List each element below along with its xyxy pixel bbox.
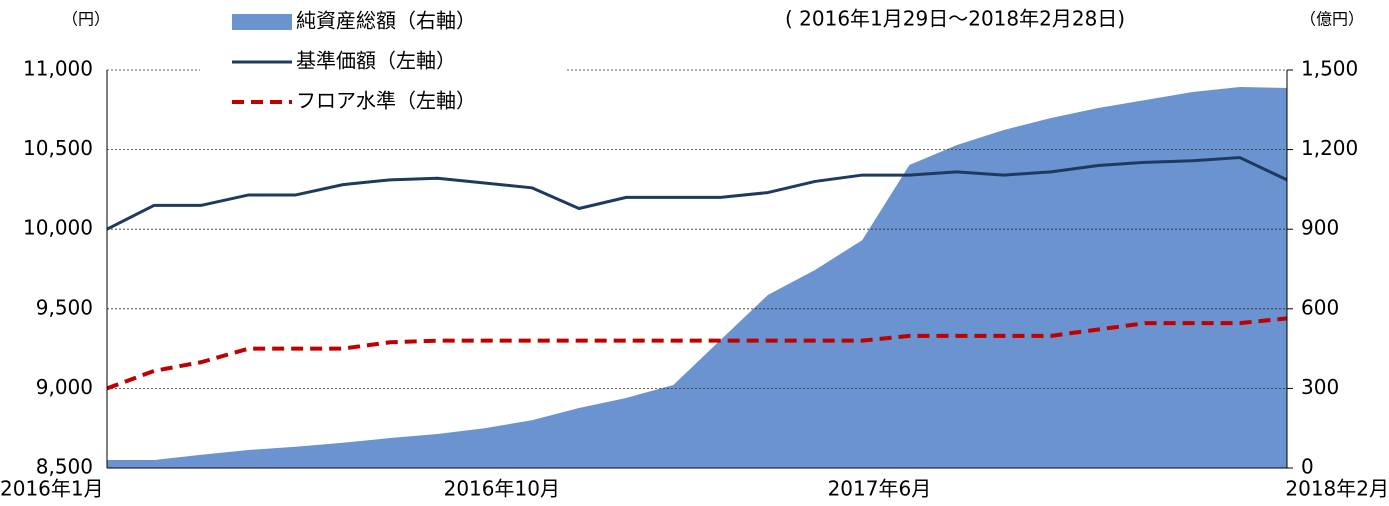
y-tick-label: 9,500 — [36, 295, 93, 319]
x-tick-label: 2016年1月 — [0, 477, 104, 501]
y2-tick-label: 300 — [1301, 375, 1339, 399]
y-tick-label: 10,000 — [23, 216, 93, 240]
y-tick-label: 9,000 — [36, 375, 93, 399]
x-tick-label: 2018年2月 — [1285, 477, 1389, 501]
legend-swatch — [232, 14, 292, 30]
legend-label: 純資産総額（右軸） — [296, 9, 476, 33]
legend-label: 基準価額（左軸） — [296, 49, 456, 73]
y-tick-label: 10,500 — [23, 136, 93, 160]
y2-tick-label: 1,200 — [1301, 136, 1358, 160]
legend-label: フロア水準（左軸） — [296, 89, 476, 113]
y2-tick-label: 600 — [1301, 295, 1339, 319]
y2-tick-label: 900 — [1301, 216, 1339, 240]
x-tick-label: 2017年6月 — [828, 477, 932, 501]
right-unit: （億円） — [1300, 10, 1364, 29]
y2-tick-label: 1,500 — [1301, 57, 1358, 81]
x-tick-label: 2016年10月 — [444, 477, 560, 501]
y2-tick-label: 0 — [1301, 455, 1314, 479]
line — [106, 316, 1288, 391]
area — [107, 86, 1287, 469]
line — [106, 156, 1288, 231]
left-unit: （円） — [62, 10, 110, 29]
subtitle: ( 2016年1月29日～2018年2月28日) — [785, 7, 1125, 31]
y-tick-label: 11,000 — [23, 57, 93, 81]
y-tick-label: 8,500 — [36, 455, 93, 479]
